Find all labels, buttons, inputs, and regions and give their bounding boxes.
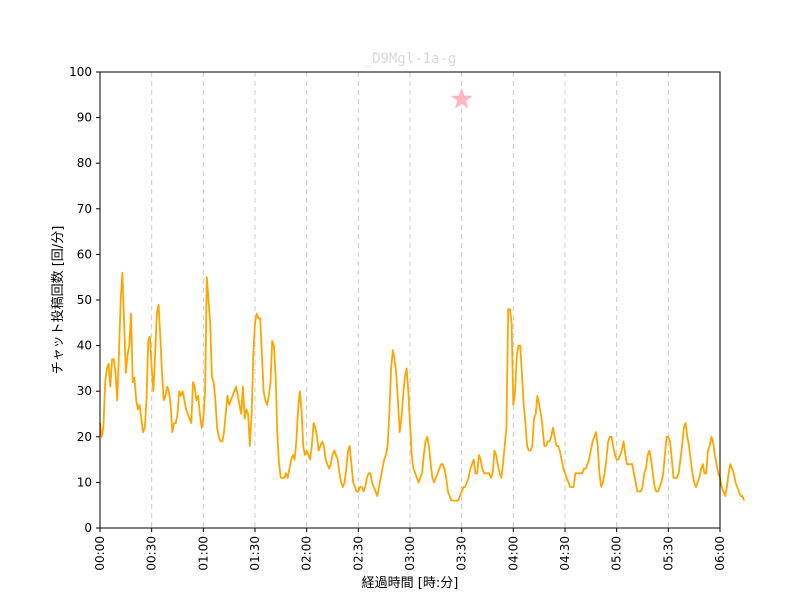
x-tick-label: 04:00 (506, 536, 520, 571)
axes: 0 10 20 30 40 50 60 70 80 90 100 00:00 00:30 01:00 01:… (69, 65, 727, 571)
y-tick-label: 30 (77, 384, 92, 398)
y-tick-label: 0 (84, 521, 92, 535)
x-axis-label: 経過時間 [時:分] (362, 576, 459, 591)
series-line (99, 271, 745, 502)
x-tick-label: 02:30 (351, 536, 365, 571)
y-axis-label: チャット投稿回数 [回/分] (50, 226, 66, 375)
grid-lines (151, 72, 669, 528)
x-tick-label: 03:00 (403, 536, 417, 571)
x-tick-label: 05:00 (610, 536, 624, 571)
x-tick-label: 02:00 (300, 536, 314, 571)
x-tick-label: 01:00 (196, 536, 210, 571)
y-tick-label: 50 (77, 293, 92, 307)
y-tick-label: 100 (69, 65, 92, 79)
y-tick-label: 40 (77, 339, 92, 353)
x-tick-label: 05:30 (661, 536, 675, 571)
y-tick-label: 90 (77, 111, 92, 125)
x-tick-label: 00:30 (145, 536, 159, 571)
y-tick-label: 60 (77, 247, 92, 261)
x-tick-label: 01:30 (248, 536, 262, 571)
peak-star-marker (450, 87, 473, 109)
y-tick-label: 10 (77, 475, 92, 489)
x-tick-label: 00:00 (93, 536, 107, 571)
y-tick-label: 70 (77, 202, 92, 216)
x-tick-label: 03:30 (455, 536, 469, 571)
data-layer (99, 87, 745, 502)
x-tick-label: 04:30 (558, 536, 572, 571)
chart-title: _D9Mgl-1a-g (364, 51, 457, 67)
x-tick-label: 06:00 (713, 536, 727, 571)
y-tick-label: 20 (77, 430, 92, 444)
y-tick-label: 80 (77, 156, 92, 170)
